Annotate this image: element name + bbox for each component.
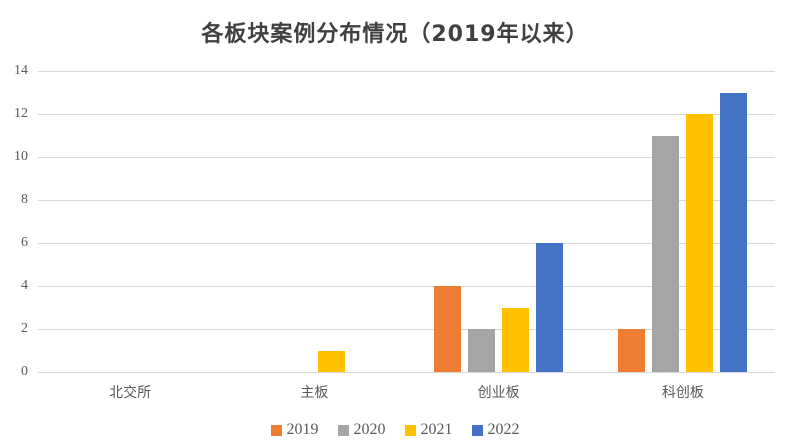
x-axis-line [38, 372, 775, 373]
y-axis-tick-label-12: 12 [14, 106, 28, 121]
bar-科创板-2019 [618, 329, 646, 372]
bar-科创板-2022 [720, 92, 748, 372]
legend: 2019 2020 2021 2022 [0, 422, 790, 438]
legend-item-2022: 2022 [471, 421, 520, 438]
x-axis-label-科创板: 科创板 [661, 385, 704, 401]
legend-swatch-2019 [270, 424, 282, 436]
gridline-y-4 [38, 286, 775, 287]
legend-label-2022: 2022 [487, 421, 520, 438]
x-axis-label-主板: 主板 [300, 385, 329, 401]
y-axis-tick-label-0: 0 [21, 364, 28, 379]
gridline-y-14 [38, 71, 775, 72]
y-axis-tick-label-6: 6 [21, 235, 28, 250]
bar-主板-2021 [317, 350, 345, 372]
y-axis-tick-label-2: 2 [21, 321, 28, 336]
y-axis-tick-label-10: 10 [14, 149, 28, 164]
bar-科创板-2020 [652, 135, 680, 372]
legend-swatch-2022 [471, 424, 483, 436]
bar-创业板-2020 [468, 329, 496, 372]
plot-area: 0 2 4 6 8 10 12 14 北交所 主板 创业板 科创板 [14, 63, 775, 401]
bar-创业板-2019 [434, 286, 462, 372]
gridline-y-8 [38, 200, 775, 201]
legend-item-2019: 2019 [270, 421, 319, 438]
y-axis-tick-label-4: 4 [21, 278, 28, 293]
gridline-y-12 [38, 114, 775, 115]
legend-swatch-2021 [404, 424, 416, 436]
bar-创业板-2022 [536, 243, 564, 372]
legend-swatch-2020 [337, 424, 349, 436]
chart-title: 各板块案例分布情况（2019年以来） [201, 22, 589, 47]
y-axis-tick-label-14: 14 [14, 63, 28, 78]
gridline-y-6 [38, 243, 775, 244]
y-axis-tick-label-8: 8 [21, 192, 28, 207]
bar-科创板-2021 [686, 114, 714, 372]
x-axis-label-创业板: 创业板 [477, 385, 520, 401]
legend-label-2019: 2019 [286, 421, 319, 438]
legend-item-2021: 2021 [404, 421, 453, 438]
x-axis-label-北交所: 北交所 [109, 385, 152, 401]
legend-label-2021: 2021 [420, 421, 453, 438]
gridline-y-10 [38, 157, 775, 158]
legend-item-2020: 2020 [337, 421, 386, 438]
gridline-y-2 [38, 329, 775, 330]
legend-label-2020: 2020 [353, 421, 386, 438]
bar-创业板-2021 [502, 307, 530, 372]
